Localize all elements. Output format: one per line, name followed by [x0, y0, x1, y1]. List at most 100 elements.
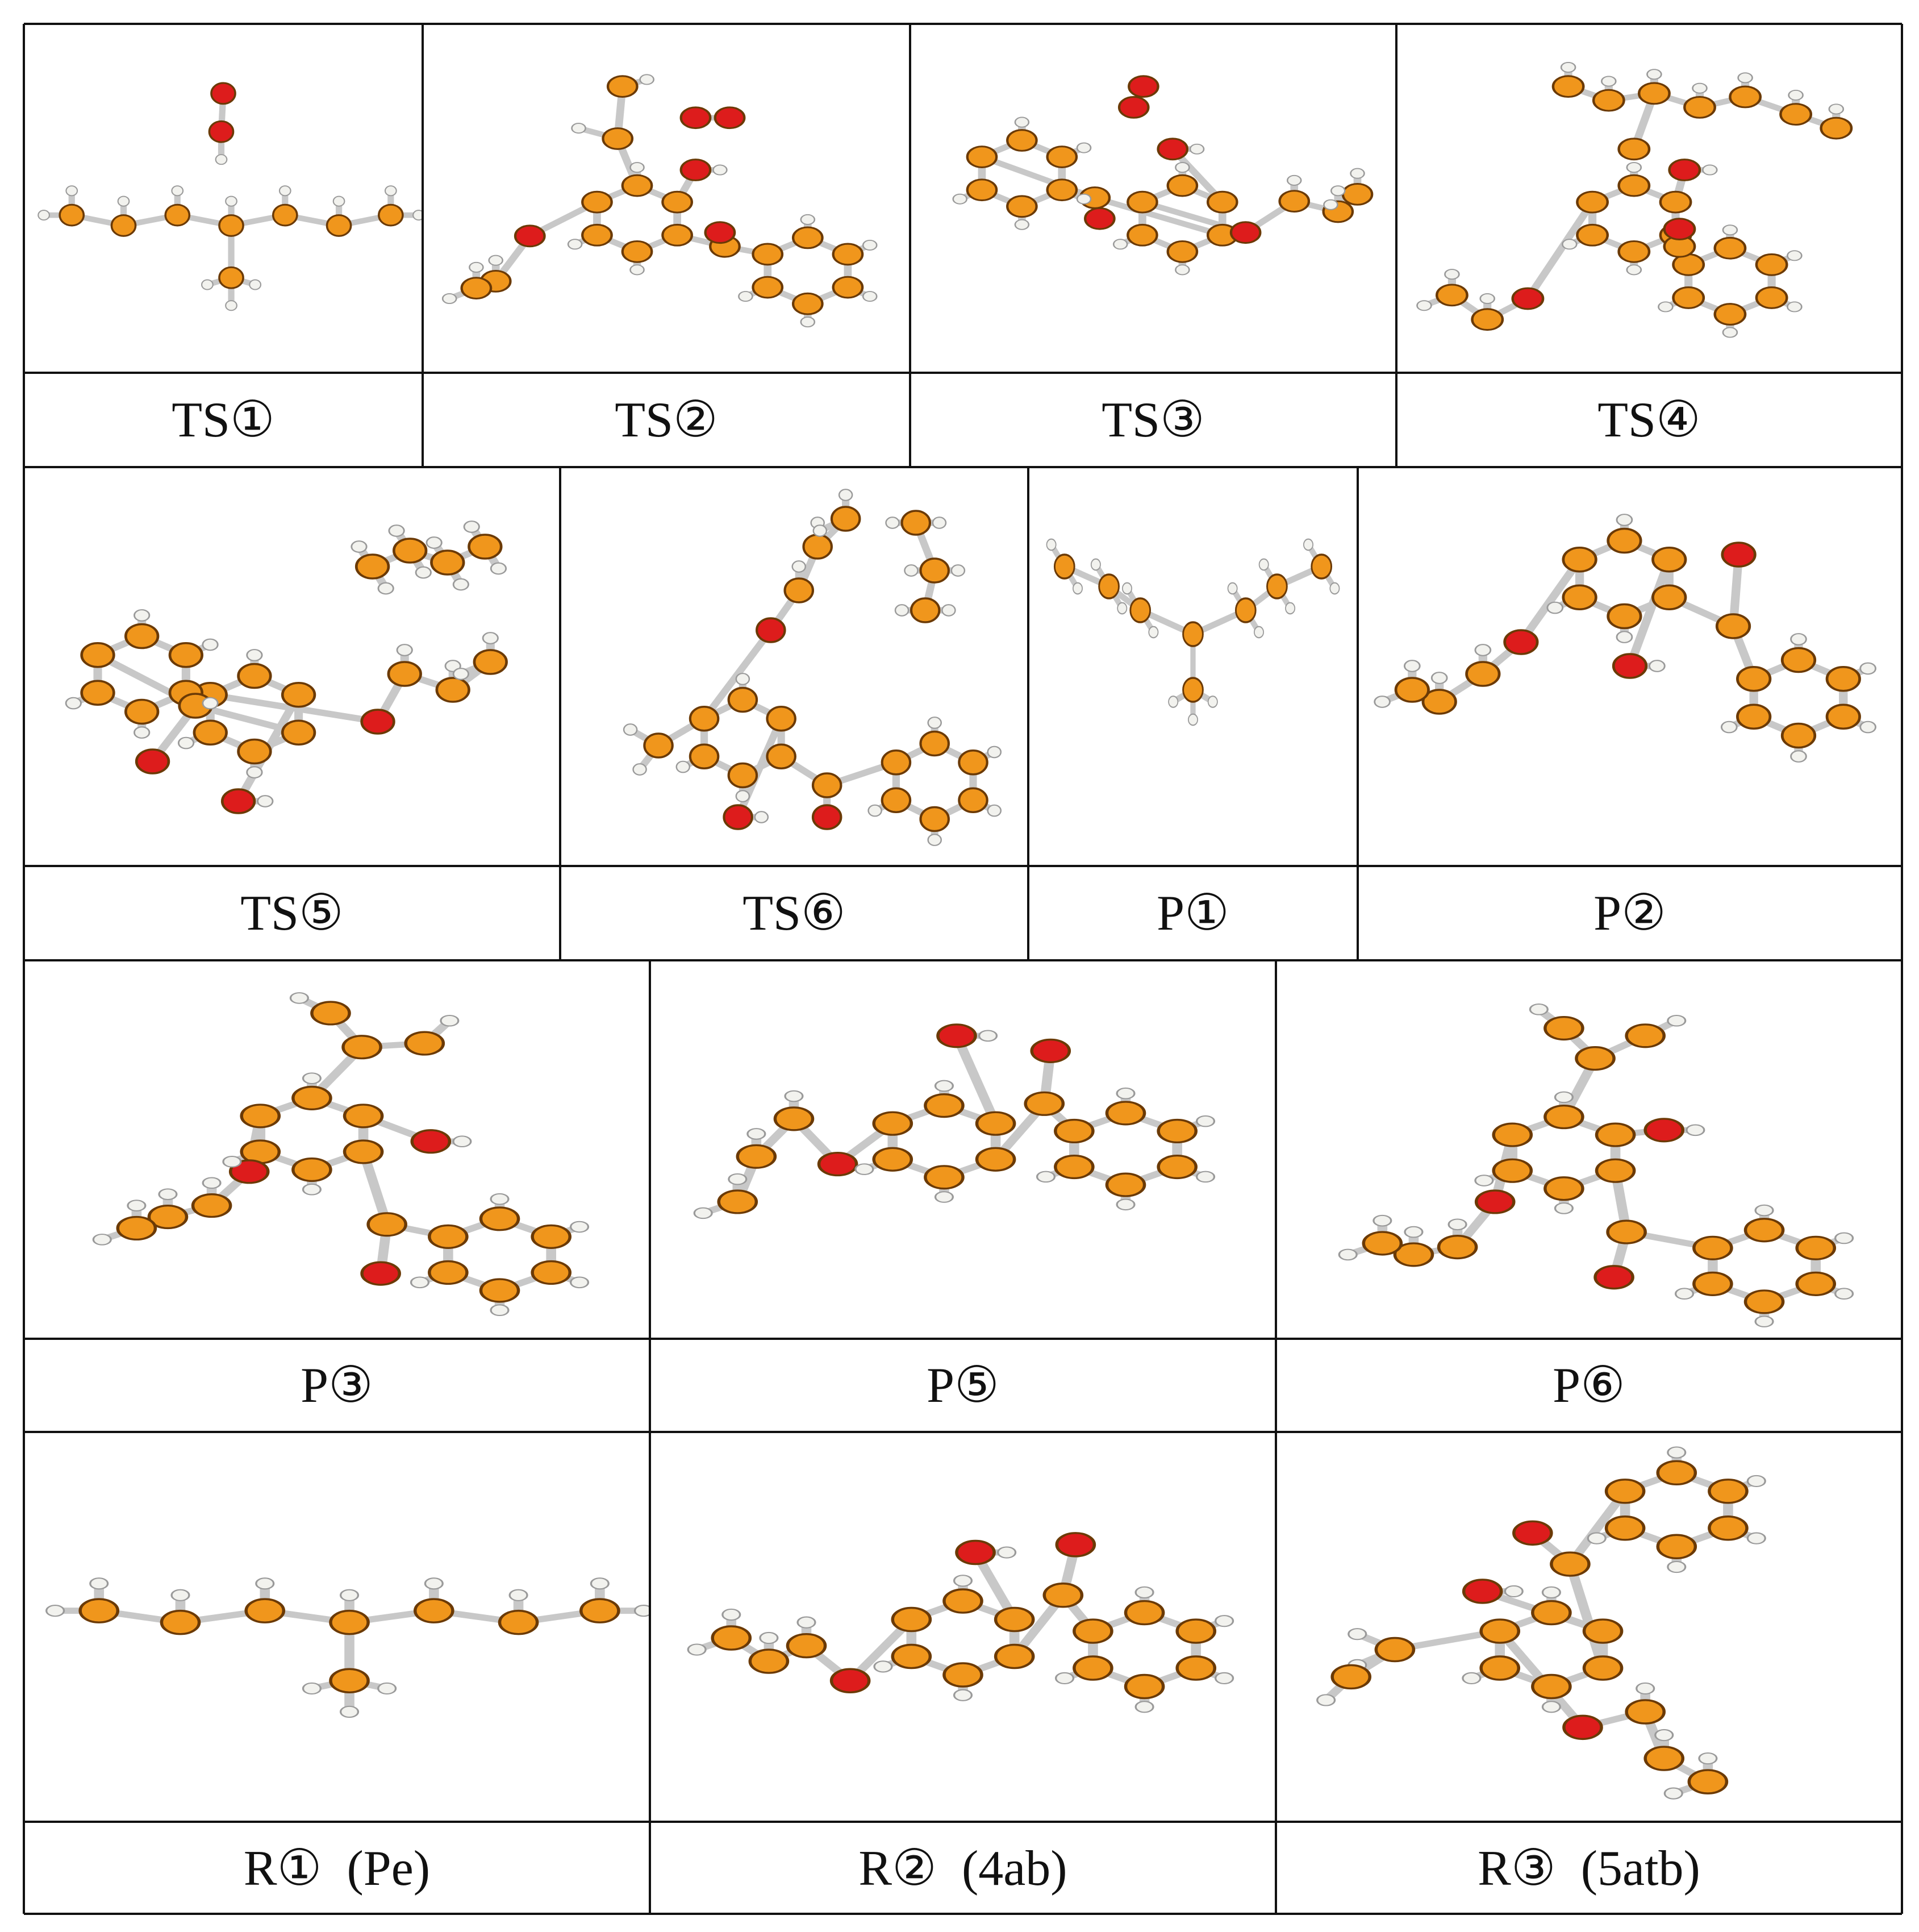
- hydrogen-atom: [1014, 219, 1030, 230]
- carbon-atom: [341, 1035, 382, 1060]
- hydrogen-atom: [1746, 1532, 1766, 1544]
- hydrogen-atom: [1323, 199, 1338, 210]
- carbon-atom: [830, 506, 861, 532]
- bond: [1565, 1488, 1630, 1568]
- carbon-atom: [59, 203, 85, 227]
- hydrogen-atom: [171, 185, 184, 197]
- carbon-atom: [643, 732, 674, 759]
- caption-p2: P②: [1593, 886, 1666, 941]
- hydrogen-atom: [377, 582, 394, 595]
- oxygen-atom: [1562, 1714, 1603, 1741]
- hydrogen-atom: [202, 638, 219, 651]
- carbon-atom: [802, 534, 833, 560]
- carbon-atom: [602, 127, 634, 150]
- hydrogen-atom: [1117, 602, 1128, 615]
- carbon-atom: [1625, 1699, 1666, 1725]
- carbon-atom: [1708, 1479, 1749, 1504]
- hydrogen-atom: [490, 1193, 510, 1205]
- carbon-atom: [1341, 182, 1374, 206]
- hydrogen-atom: [1134, 1701, 1154, 1713]
- carbon-atom: [748, 1648, 790, 1674]
- hydrogen-atom: [1787, 301, 1803, 313]
- oxygen-atom: [1721, 542, 1757, 568]
- hydrogen-atom: [759, 1631, 779, 1644]
- carbon-atom: [994, 1606, 1035, 1633]
- carbon-atom: [1692, 1271, 1733, 1296]
- hydrogen-atom: [1658, 301, 1674, 313]
- hydrogen-atom: [225, 300, 237, 311]
- carbon-atom: [752, 276, 784, 299]
- hydrogen-atom: [1834, 1288, 1854, 1300]
- carbon-atom: [717, 1189, 758, 1214]
- carbon-atom: [1795, 1235, 1837, 1260]
- oxygen-atom: [817, 1151, 858, 1177]
- oxygen-atom: [1128, 75, 1159, 98]
- hydrogen-atom: [1046, 538, 1057, 551]
- carbon-atom: [1683, 95, 1716, 119]
- hydrogen-atom: [425, 536, 443, 549]
- oxygen-atom: [1593, 1265, 1634, 1290]
- carbon-atom: [1129, 597, 1152, 623]
- hydrogen-atom: [1168, 696, 1179, 708]
- carbon-atom: [891, 1606, 932, 1633]
- carbon-atom: [435, 677, 470, 703]
- carbon-atom: [872, 1111, 913, 1136]
- carbon-atom: [1656, 1534, 1697, 1560]
- carbon-atom: [428, 1260, 469, 1285]
- bond: [1091, 195, 1227, 238]
- oxygen-atom: [1117, 95, 1150, 119]
- bond: [1625, 556, 1674, 669]
- hydrogen-atom: [953, 1575, 973, 1587]
- carbon-atom: [1046, 145, 1078, 168]
- bond: [1565, 1561, 1608, 1672]
- hydrogen-atom: [1285, 602, 1296, 615]
- carbon-atom: [343, 1139, 384, 1164]
- carbon-atom: [354, 553, 390, 580]
- carbon-atom: [147, 1204, 189, 1230]
- hydrogen-atom: [623, 723, 638, 736]
- carbon-atom: [711, 1625, 752, 1651]
- hydrogen-atom: [862, 239, 878, 251]
- hydrogen-atom: [1788, 89, 1804, 101]
- molecule-ts3-svg: [952, 75, 1374, 276]
- hydrogen-atom: [571, 123, 586, 134]
- hydrogen-atom: [490, 562, 507, 575]
- hydrogen-atom: [1076, 142, 1092, 153]
- hydrogen-atom: [1404, 1226, 1424, 1238]
- hydrogen-atom: [1720, 721, 1738, 734]
- carbon-atom: [1550, 1551, 1591, 1577]
- hydrogen-atom: [927, 717, 942, 729]
- hydrogen-atom: [225, 195, 237, 207]
- hydrogen-atom: [941, 604, 956, 617]
- carbon-atom: [811, 772, 842, 798]
- hydrogen-atom: [1316, 1694, 1336, 1706]
- hydrogen-atom: [738, 291, 753, 302]
- carbon-atom: [1531, 1600, 1572, 1626]
- hydrogen-atom: [1667, 1560, 1687, 1573]
- hydrogen-atom: [1474, 1175, 1494, 1186]
- carbon-atom: [237, 738, 272, 765]
- hydrogen-atom: [1859, 662, 1876, 675]
- hydrogen-atom: [424, 1577, 444, 1590]
- carbon-atom: [116, 1215, 157, 1241]
- carbon-atom: [1543, 1176, 1584, 1201]
- molecule-p2: [1358, 467, 1902, 865]
- carbon-atom: [1206, 190, 1238, 214]
- carbon-atom: [1743, 1289, 1785, 1314]
- carbon-atom: [727, 686, 758, 713]
- hydrogen-atom: [1859, 721, 1876, 734]
- carbon-atom: [661, 223, 693, 247]
- hydrogen-atom: [377, 1682, 397, 1695]
- hydrogen-atom: [997, 1546, 1017, 1559]
- oxygen-atom: [1663, 218, 1696, 240]
- hydrogen-atom: [735, 673, 750, 685]
- carbon-atom: [479, 1278, 520, 1303]
- carbon-atom: [329, 1668, 370, 1693]
- bond: [978, 154, 1099, 201]
- carbon-atom: [910, 597, 941, 623]
- caption-ts2: TS②: [615, 393, 718, 448]
- hydrogen-atom: [1134, 1586, 1154, 1598]
- hydrogen-atom: [1303, 538, 1313, 551]
- hydrogen-atom: [388, 524, 405, 537]
- carbon-atom: [1073, 1655, 1113, 1681]
